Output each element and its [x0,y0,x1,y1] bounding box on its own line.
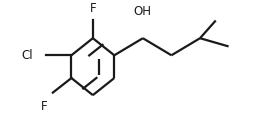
Text: Cl: Cl [21,49,33,62]
Text: F: F [89,2,96,15]
Text: OH: OH [134,5,152,18]
Text: F: F [41,100,47,113]
